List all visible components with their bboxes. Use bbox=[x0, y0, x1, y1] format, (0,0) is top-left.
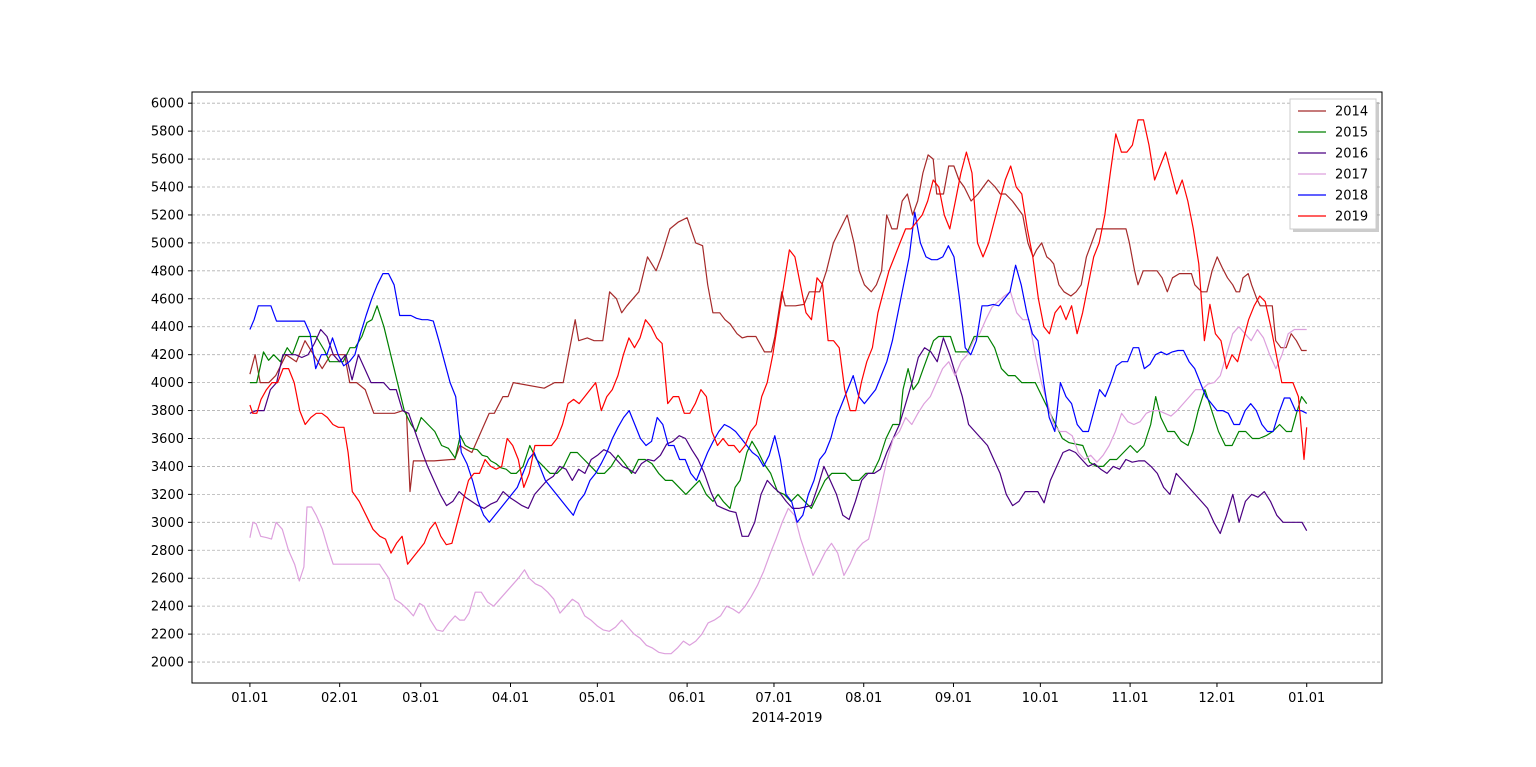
series-line-2015 bbox=[249, 305, 1308, 509]
series-line-2014 bbox=[249, 154, 1307, 493]
y-tick-label: 3400 bbox=[151, 460, 184, 475]
x-tick-label: 09.01 bbox=[935, 691, 972, 706]
grid-lines bbox=[192, 102, 1382, 663]
legend-box bbox=[1289, 98, 1377, 230]
y-tick-label: 3000 bbox=[151, 516, 184, 531]
data-series bbox=[249, 119, 1308, 655]
y-tick-label: 4000 bbox=[151, 376, 184, 391]
legend-label: 2018 bbox=[1335, 189, 1368, 204]
y-tick-label: 5800 bbox=[151, 125, 184, 140]
x-tick-label: 06.01 bbox=[669, 691, 706, 706]
y-tick-label: 2800 bbox=[151, 544, 184, 559]
y-tick-label: 4400 bbox=[151, 320, 184, 335]
legend-label: 2014 bbox=[1335, 105, 1368, 120]
x-tick-label: 03.01 bbox=[402, 691, 439, 706]
y-tick-label: 2600 bbox=[151, 572, 184, 587]
x-tick-label: 07.01 bbox=[755, 691, 792, 706]
y-tick-label: 3600 bbox=[151, 432, 184, 447]
y-tick-label: 2400 bbox=[151, 600, 184, 615]
x-tick-label: 01.01 bbox=[231, 691, 268, 706]
y-tick-label: 3800 bbox=[151, 404, 184, 419]
x-axis-title: 2014-2019 bbox=[752, 711, 823, 726]
y-tick-label: 4800 bbox=[151, 264, 184, 279]
y-axis-ticks: 2000 2200 2400 2600 2800 3000 3200 3400 3600 3800… bbox=[151, 97, 192, 671]
series-line-2019 bbox=[249, 119, 1308, 565]
plot-frame bbox=[191, 91, 1383, 684]
x-tick-label: 11.01 bbox=[1111, 691, 1148, 706]
y-tick-label: 5600 bbox=[151, 153, 184, 168]
y-tick-label: 6000 bbox=[151, 97, 184, 112]
x-tick-label: 10.01 bbox=[1022, 691, 1059, 706]
y-tick-label: 2000 bbox=[151, 656, 184, 671]
legend-label: 2015 bbox=[1335, 126, 1368, 141]
y-tick-label: 5000 bbox=[151, 236, 184, 251]
x-tick-label: 12.01 bbox=[1198, 691, 1235, 706]
x-tick-label: 05.01 bbox=[579, 691, 616, 706]
x-tick-label: 04.01 bbox=[492, 691, 529, 706]
y-tick-label: 4600 bbox=[151, 292, 184, 307]
legend-label: 2017 bbox=[1335, 168, 1368, 183]
y-tick-label: 2200 bbox=[151, 628, 184, 643]
legend: 2014 2015 2016 2017 2018 2019 bbox=[1289, 98, 1379, 232]
y-tick-label: 3200 bbox=[151, 488, 184, 503]
series-line-2016 bbox=[249, 328, 1308, 537]
series-line-2017 bbox=[249, 291, 1307, 655]
y-tick-label: 5200 bbox=[151, 208, 184, 223]
x-tick-label: 01.01 bbox=[1288, 691, 1325, 706]
y-tick-label: 5400 bbox=[151, 181, 184, 196]
legend-label: 2019 bbox=[1335, 210, 1368, 225]
x-tick-label: 02.01 bbox=[321, 691, 358, 706]
series-line-2018 bbox=[249, 211, 1307, 523]
x-tick-label: 08.01 bbox=[845, 691, 882, 706]
x-axis-ticks: 01.01 02.01 03.01 04.01 05.01 06.01 07.01 08.01… bbox=[231, 683, 1325, 706]
legend-label: 2016 bbox=[1335, 147, 1368, 162]
y-tick-label: 4200 bbox=[151, 348, 184, 363]
